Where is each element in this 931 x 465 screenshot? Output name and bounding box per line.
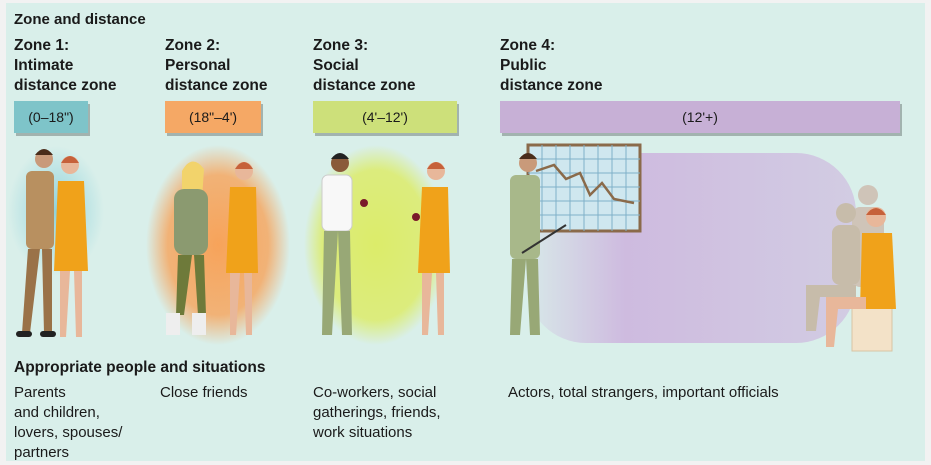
zone-3-situations: Co-workers, social gatherings, friends, … [313, 383, 441, 443]
zone-1-situation-line: partners [14, 444, 70, 461]
zone-1-subtitle: distance zone [14, 77, 117, 94]
zone-2-range-bar: (18"–4') [165, 101, 261, 133]
zone-1-range-bar: (0–18") [14, 101, 88, 133]
zone-4-name: Public [500, 57, 547, 74]
zone-1-situation-line: lovers, spouses/ [14, 424, 123, 441]
zone-4-label: Zone 4: [500, 37, 556, 54]
zone-1-label: Zone 1: [14, 37, 70, 54]
zone-3-situation-line: gatherings, friends, [313, 404, 441, 421]
situations-heading: Appropriate people and situations [14, 359, 266, 376]
zone-4-situation-line: Actors, total strangers, important offic… [508, 384, 779, 401]
zone-3-situation-line: Co-workers, social [313, 384, 437, 401]
zone-2-name: Personal [165, 57, 231, 74]
zone-2-situation-line: Close friends [160, 384, 248, 401]
zone-2-situations: Close friends [160, 383, 248, 403]
zone4-audience [806, 185, 896, 352]
zone2-pair [166, 161, 258, 335]
zone-2-subtitle: distance zone [165, 77, 268, 94]
zone-3-situation-line: work situations [313, 424, 413, 441]
zone-1-heading: Zone 1: Intimate distance zone [14, 36, 117, 96]
zone-4-subtitle: distance zone [500, 77, 603, 94]
diagram: Zone and distance Zone 1: Intimate dista… [6, 3, 925, 461]
zone-1-name: Intimate [14, 57, 74, 74]
illustration [8, 143, 896, 352]
zone-3-range-bar: (4'–12') [313, 101, 457, 133]
zone-3-heading: Zone 3: Social distance zone [313, 36, 416, 96]
zone3-pair [321, 153, 450, 335]
zone4-scene [510, 143, 642, 335]
zone-3-label: Zone 3: [313, 37, 369, 54]
zone-3-subtitle: distance zone [313, 77, 416, 94]
zone-2-heading: Zone 2: Personal distance zone [165, 36, 268, 96]
diagram-title: Zone and distance [14, 11, 146, 28]
zone1-couple [16, 149, 88, 337]
zone-1-situation-line: and children, [14, 404, 100, 421]
zone-3-name: Social [313, 57, 359, 74]
zone-1-situation-line: Parents [14, 384, 66, 401]
zone-4-range-bar: (12'+) [500, 101, 900, 133]
zone-1-situations: Parents and children, lovers, spouses/ p… [14, 383, 122, 461]
zone-4-situations: Actors, total strangers, important offic… [508, 383, 779, 403]
zone-4-heading: Zone 4: Public distance zone [500, 36, 603, 96]
zone-2-label: Zone 2: [165, 37, 221, 54]
